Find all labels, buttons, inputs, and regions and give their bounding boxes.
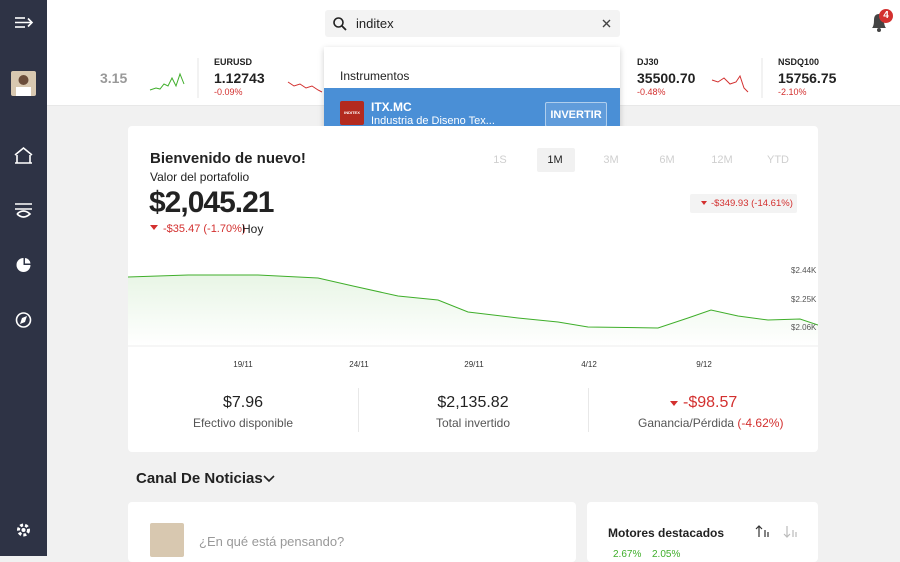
sidebar xyxy=(0,0,47,556)
day-change: -$35.47 (-1.70%) xyxy=(163,223,246,235)
logo-text: INDITEX xyxy=(344,110,360,115)
ticker-sparklines xyxy=(149,58,763,98)
ticker-change: -2.10% xyxy=(778,87,807,97)
ticker-symbol[interactable]: EURUSD xyxy=(214,57,253,67)
greeting: Bienvenido de nuevo! xyxy=(150,150,306,167)
stat-divider xyxy=(358,388,359,432)
notifications-icon[interactable] xyxy=(866,8,896,38)
portfolio-chart xyxy=(128,274,818,347)
chart-x-label: 4/12 xyxy=(581,360,597,369)
stat-label: Total invertido xyxy=(435,416,511,430)
portfolio-label: Valor del portafolio xyxy=(150,170,250,184)
result-symbol: ITX.MC xyxy=(371,100,412,114)
invest-label: INVERTIR xyxy=(550,109,602,121)
chart-y-label: $2.25K xyxy=(791,295,817,304)
result-logo: INDITEX xyxy=(340,101,364,125)
search-icon xyxy=(333,17,347,31)
post-card: ¿En qué está pensando? xyxy=(128,502,576,562)
down-triangle xyxy=(150,225,158,230)
news-title[interactable]: Canal De Noticias xyxy=(136,470,263,487)
mover-change: 2.05% xyxy=(652,549,681,560)
portfolio-icon[interactable] xyxy=(16,258,31,272)
chart-y-label: $2.06K xyxy=(791,323,817,332)
settings-icon[interactable] xyxy=(17,523,30,537)
period-tab-active xyxy=(537,148,575,172)
dropdown-header: Instrumentos xyxy=(340,69,410,83)
search-query[interactable]: inditex xyxy=(356,16,394,31)
movers-title: Motores destacados xyxy=(608,526,725,540)
stat-label-text: Ganancia/Pérdida xyxy=(638,416,735,430)
stat-value: $2,135.82 xyxy=(437,394,509,411)
chevron-icon[interactable] xyxy=(262,474,276,484)
post-avatar xyxy=(150,523,184,557)
chart-y-label: $2.44K xyxy=(791,266,817,275)
stat-extra: (-4.62%) xyxy=(737,416,784,430)
chart-x-label: 9/12 xyxy=(696,360,712,369)
period-tab[interactable]: 3M xyxy=(603,154,619,166)
result-name: Industria de Diseno Tex... xyxy=(371,115,495,127)
ticker-price[interactable]: 1.12743 xyxy=(214,70,265,86)
post-placeholder[interactable]: ¿En qué está pensando? xyxy=(199,534,345,549)
stat-divider xyxy=(588,388,589,432)
period-change: -$349.93 (-14.61%) xyxy=(711,198,793,209)
chart-x-label: 24/11 xyxy=(349,360,369,369)
discover-icon[interactable] xyxy=(15,312,32,328)
mover-change: 2.67% xyxy=(613,549,642,560)
sort-icons[interactable] xyxy=(755,524,805,540)
search-dropdown: Instrumentos INDITEX ITX.MC Industria de… xyxy=(324,47,620,140)
stat-value: -$98.57 xyxy=(683,394,738,411)
period-tab[interactable]: 1S xyxy=(493,154,507,166)
stat-label: Efectivo disponible xyxy=(192,416,294,430)
period-change-badge: -$349.93 (-14.61%) xyxy=(690,194,797,213)
ticker-symbol[interactable]: NSDQ100 xyxy=(778,57,820,67)
chart-x-label: 29/11 xyxy=(464,360,484,369)
ticker-price[interactable]: 15756.75 xyxy=(778,70,837,86)
ticker-price[interactable]: 3.15 xyxy=(100,70,128,86)
notification-count: 4 xyxy=(883,10,889,21)
ticker-symbol[interactable]: DJ30 xyxy=(637,57,659,67)
stat-label: Ganancia/Pérdida (-4.62%) xyxy=(638,416,783,430)
period-tab[interactable]: 6M xyxy=(659,154,675,166)
ticker-change: -0.09% xyxy=(214,87,243,97)
period-tab[interactable]: 1M xyxy=(547,154,563,166)
sidebar-icons xyxy=(11,17,36,537)
movers-card: Motores destacados 2.67% 2.05% xyxy=(587,502,818,562)
portfolio-value: $2,045.21 xyxy=(149,186,274,219)
home-icon[interactable] xyxy=(14,146,33,164)
invest-button[interactable]: INVERTIR xyxy=(545,102,607,127)
period-tab[interactable]: 12M xyxy=(711,154,733,166)
chart-x-label: 19/11 xyxy=(233,360,253,369)
clear-icon[interactable] xyxy=(602,19,612,29)
ticker-price[interactable]: 35500.70 xyxy=(637,70,696,86)
down-triangle xyxy=(670,401,678,406)
ticker-change: -0.48% xyxy=(637,87,666,97)
search-box[interactable]: inditex xyxy=(325,10,620,37)
stat-value: $7.96 xyxy=(222,394,264,411)
day-label: Hoy xyxy=(242,222,264,236)
down-triangle xyxy=(701,201,707,205)
watchlist-icon[interactable] xyxy=(15,203,32,218)
collapse-icon[interactable] xyxy=(15,17,34,28)
portfolio-card: Bienvenido de nuevo! Valor del portafoli… xyxy=(128,126,818,452)
period-tab[interactable]: YTD xyxy=(767,154,789,166)
